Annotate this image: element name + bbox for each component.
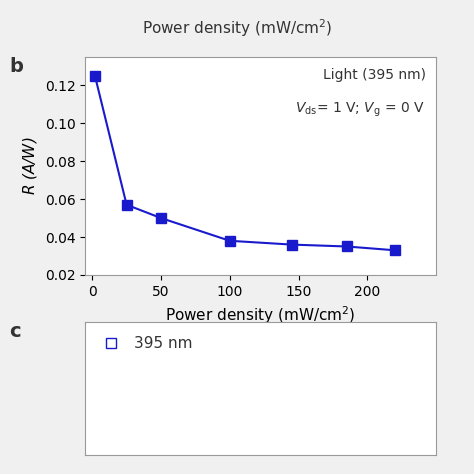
Legend: 395 nm: 395 nm (93, 330, 199, 357)
Text: $V_{\mathrm{ds}}$= 1 V; $V_{\mathrm{g}}$ = 0 V: $V_{\mathrm{ds}}$= 1 V; $V_{\mathrm{g}}$… (295, 100, 426, 119)
Y-axis label: $R$ (A/W): $R$ (A/W) (21, 137, 39, 195)
Text: c: c (9, 322, 21, 341)
Text: b: b (9, 57, 23, 76)
X-axis label: Power density (mW/cm$^2$): Power density (mW/cm$^2$) (165, 304, 356, 326)
Text: Light (395 nm): Light (395 nm) (323, 68, 426, 82)
Text: Power density (mW/cm$^2$): Power density (mW/cm$^2$) (142, 18, 332, 39)
